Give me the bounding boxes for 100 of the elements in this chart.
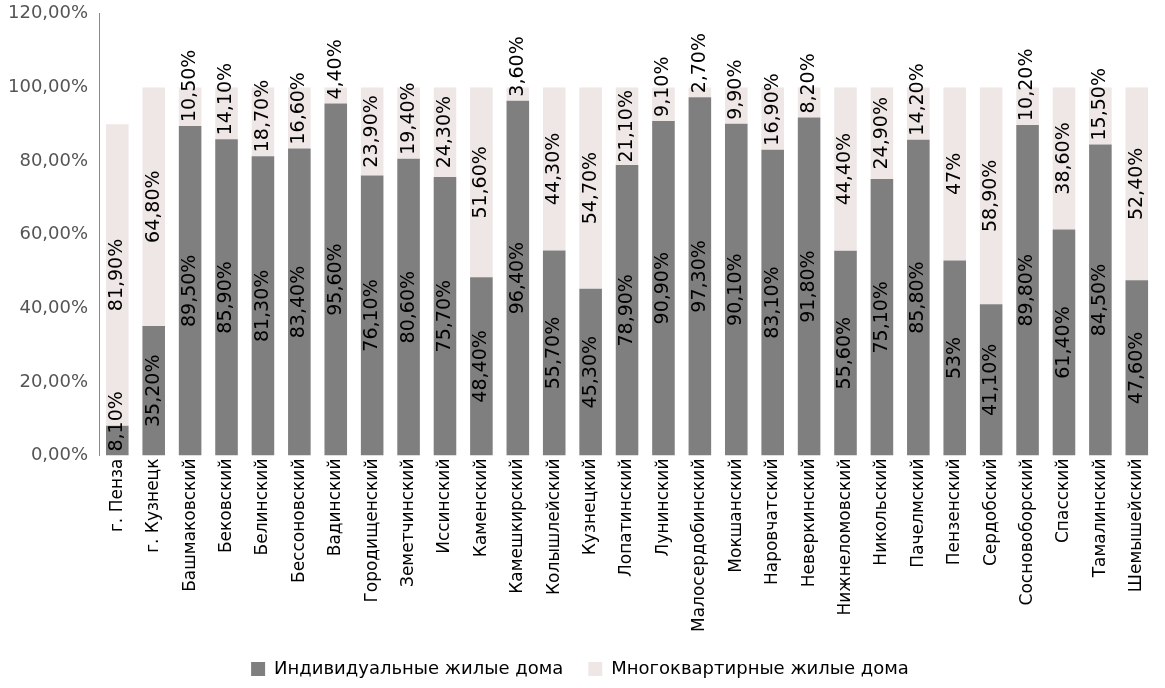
data-label: 18,70% bbox=[249, 79, 272, 153]
data-label: 2,70% bbox=[686, 33, 709, 94]
bar bbox=[215, 139, 238, 456]
bar bbox=[761, 149, 784, 456]
x-tick-label: г. Кузнецк bbox=[142, 458, 163, 553]
data-label: 9,90% bbox=[723, 59, 746, 120]
x-tick-label: Башмаковский bbox=[178, 458, 199, 592]
data-label: 51,60% bbox=[468, 146, 491, 219]
data-label: 75,10% bbox=[868, 281, 891, 354]
data-label: 97,30% bbox=[686, 240, 709, 313]
data-label: 96,40% bbox=[504, 241, 527, 315]
data-label: 10,50% bbox=[177, 49, 200, 123]
data-label: 44,30% bbox=[541, 132, 564, 206]
data-label: 19,40% bbox=[395, 82, 418, 155]
data-label: 85,80% bbox=[905, 261, 928, 334]
bar bbox=[542, 87, 566, 251]
data-label: 64,80% bbox=[140, 170, 163, 243]
data-label: 21,10% bbox=[613, 90, 636, 163]
bar bbox=[251, 156, 275, 456]
bar bbox=[178, 126, 202, 456]
bar bbox=[652, 120, 675, 456]
data-label: 81,30% bbox=[249, 269, 272, 343]
data-label: 78,90% bbox=[613, 274, 636, 347]
x-tick-label: Пачелмский bbox=[906, 458, 927, 568]
x-tick-label: Городищенский bbox=[360, 458, 381, 603]
x-tick-label: Кузнецкий bbox=[579, 458, 600, 556]
x-tick-label: Никольский bbox=[870, 458, 891, 566]
bar bbox=[834, 87, 857, 251]
data-label: 85,90% bbox=[213, 261, 236, 334]
x-tick-label: Спасский bbox=[1052, 458, 1073, 544]
x-tick-label: Малосердобинский bbox=[688, 458, 709, 633]
data-label: 83,10% bbox=[759, 266, 782, 339]
data-label: 47,60% bbox=[1123, 331, 1146, 405]
data-label: 8,20% bbox=[796, 53, 819, 114]
data-label: 16,90% bbox=[759, 73, 782, 146]
data-label: 9,10% bbox=[650, 56, 673, 117]
x-tick-label: Лопатинский bbox=[615, 458, 636, 578]
y-tick-label: 40,00% bbox=[19, 295, 89, 317]
legend-label: Индивидуальные жилые дома bbox=[274, 656, 564, 678]
x-tick-label: Бековский bbox=[214, 458, 235, 554]
bar bbox=[834, 250, 857, 456]
data-label: 23,90% bbox=[359, 95, 382, 168]
x-tick-label: Сосновоборский bbox=[1015, 458, 1036, 606]
bar bbox=[907, 139, 930, 456]
x-tick-label: Вадинский bbox=[324, 458, 345, 557]
data-label: 83,40% bbox=[286, 265, 309, 339]
x-tick-label: г. Пенза bbox=[105, 458, 126, 533]
bar bbox=[142, 87, 165, 326]
x-tick-label: Тамалинский bbox=[1088, 458, 1109, 579]
data-label: 24,90% bbox=[868, 97, 891, 170]
x-tick-label: Шемышейский bbox=[1125, 458, 1146, 593]
bar bbox=[870, 179, 894, 456]
x-tick-label: Земетчинский bbox=[397, 458, 417, 588]
x-tick-label: Камешкирский bbox=[506, 458, 527, 594]
x-tick-label: Лунинский bbox=[651, 458, 672, 557]
y-tick-label: 0,00% bbox=[30, 443, 89, 465]
y-tick-label: 20,00% bbox=[19, 369, 89, 391]
x-tick-label: Белинский bbox=[251, 458, 272, 556]
bar bbox=[506, 100, 530, 456]
data-label: 14,20% bbox=[905, 63, 928, 136]
bar bbox=[615, 165, 639, 456]
data-label: 80,60% bbox=[395, 270, 418, 344]
data-label: 15,50% bbox=[1087, 68, 1110, 141]
x-tick-label: Наровчатский bbox=[761, 458, 782, 586]
data-label: 95,60% bbox=[322, 243, 345, 316]
x-tick-label: Пензенский bbox=[943, 458, 964, 566]
x-tick-label: Сердобский bbox=[979, 458, 1000, 567]
bar bbox=[470, 87, 493, 278]
bar bbox=[579, 87, 602, 289]
data-label: 91,80% bbox=[796, 250, 819, 323]
bar bbox=[324, 103, 348, 456]
bar bbox=[470, 277, 493, 456]
x-tick-label: Неверкинский bbox=[797, 458, 818, 588]
data-label: 8,10% bbox=[104, 391, 127, 452]
x-tick-label: Каменский bbox=[469, 458, 490, 558]
y-tick-label: 80,00% bbox=[19, 148, 89, 170]
y-tick-label: 120,00% bbox=[7, 1, 89, 23]
data-label: 45,30% bbox=[577, 335, 600, 409]
x-tick-label: Бессоновский bbox=[287, 458, 308, 584]
data-label: 84,50% bbox=[1087, 263, 1110, 337]
x-tick-label: Нижнеломовский bbox=[833, 458, 854, 616]
data-label: 90,90% bbox=[650, 252, 673, 325]
data-label: 89,80% bbox=[1014, 254, 1037, 327]
data-label: 90,10% bbox=[723, 253, 746, 326]
bar bbox=[1089, 144, 1112, 456]
bar bbox=[943, 87, 967, 261]
bar bbox=[433, 176, 457, 456]
x-tick-label: Иссинский bbox=[433, 458, 454, 554]
data-label: 16,60% bbox=[286, 72, 309, 145]
data-label: 24,30% bbox=[431, 95, 454, 169]
data-label: 53% bbox=[941, 336, 964, 380]
data-label: 55,70% bbox=[541, 316, 564, 390]
bar bbox=[724, 123, 748, 456]
x-tick-label: Колышлейский bbox=[542, 458, 563, 595]
bar bbox=[943, 260, 967, 456]
data-label: 76,10% bbox=[359, 279, 382, 352]
data-label: 38,60% bbox=[1050, 122, 1073, 195]
data-label: 48,40% bbox=[468, 330, 491, 403]
data-label: 41,10% bbox=[978, 343, 1001, 417]
data-label: 61,40% bbox=[1050, 306, 1073, 379]
